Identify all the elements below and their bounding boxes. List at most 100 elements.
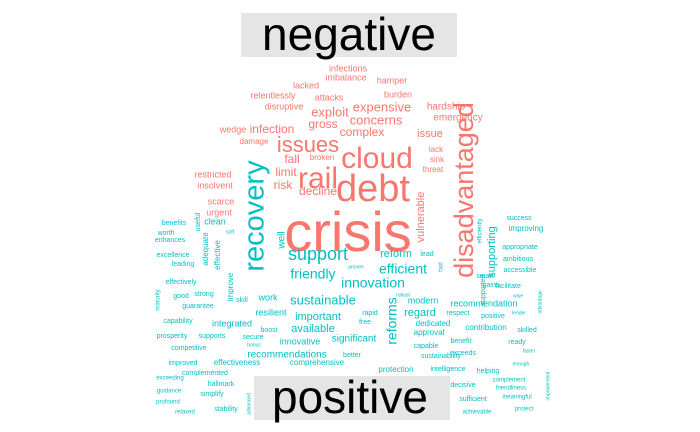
word-complement: complement <box>493 378 526 384</box>
word-contribution: contribution <box>465 323 506 332</box>
word-sufficient: sufficient <box>459 396 487 403</box>
word-lack: lack <box>429 145 444 154</box>
word-rail: rail <box>298 162 338 195</box>
word-reforms: reforms <box>384 297 400 344</box>
word-attacks: attacks <box>315 92 344 102</box>
word-supported: supported <box>480 274 487 305</box>
word-advanced: advanced <box>246 393 252 415</box>
word-skill: skill <box>236 297 248 304</box>
word-adequate: adequate <box>201 232 210 266</box>
word-efficient: efficient <box>379 261 427 277</box>
word-insolvent: insolvent <box>197 180 233 190</box>
word-sustainable: sustainable <box>290 292 356 307</box>
word-benefit: benefit <box>450 338 471 345</box>
word-integrated: integrated <box>212 318 252 328</box>
word-recovery: recovery <box>239 160 271 272</box>
word-restricted: restricted <box>194 169 231 179</box>
word-effective: effective <box>213 240 222 270</box>
negative-label-box <box>241 13 457 57</box>
word-robust: robust <box>396 292 411 298</box>
word-lender: lender <box>512 310 526 316</box>
word-facilitate: facilitate <box>495 283 521 290</box>
word-support: support <box>288 244 348 264</box>
word-leading: leading <box>172 261 195 268</box>
word-disadvantaged: disadvantaged <box>449 102 479 278</box>
word-accessible: accessible <box>504 267 537 274</box>
word-concerns: concerns <box>350 112 403 127</box>
word-maturity: maturity <box>156 289 162 310</box>
word-better: better <box>343 352 362 359</box>
word-ready: ready <box>508 339 526 346</box>
word-supporting: supporting <box>486 226 498 277</box>
negative-label: negative <box>262 8 436 60</box>
word-useful: useful <box>195 212 202 231</box>
word-exceeds: exceeds <box>450 350 477 357</box>
word-crisis: crisis <box>284 200 412 263</box>
word-regard: regard <box>404 307 436 319</box>
positive-label-box <box>254 376 450 420</box>
word-helping: helping <box>477 368 500 375</box>
word-complex: complex <box>340 125 385 139</box>
word-profound: profound <box>156 400 180 406</box>
word-exceeding: exceeding <box>156 376 183 382</box>
word-recommendation: recommendation <box>450 298 517 308</box>
word-free: free <box>359 319 371 326</box>
word-improve: improve <box>226 272 235 301</box>
word-proven: proven <box>348 264 364 270</box>
word-soft: soft <box>226 229 235 235</box>
word-hamper: hamper <box>377 75 408 85</box>
word-success: success <box>506 215 532 222</box>
word-ambitious: ambitious <box>503 256 533 263</box>
word-lead: lead <box>420 251 433 258</box>
word-expensive: expensive <box>353 99 412 114</box>
word-complemented: complemented <box>182 370 228 377</box>
word-achievable: achievable <box>463 410 492 416</box>
word-capable: capable <box>414 343 439 350</box>
word-issues: issues <box>277 132 339 157</box>
word-resilient: resilient <box>255 307 287 317</box>
word-cloud: cloud <box>341 142 413 175</box>
word-innovation: innovation <box>341 275 405 291</box>
word-appropriate: appropriate <box>502 244 538 251</box>
word-advantage: advantage <box>537 290 543 314</box>
word-wedge: wedge <box>219 124 247 134</box>
word-scarce: scarce <box>208 196 235 206</box>
word-excellence: excellence <box>156 252 189 259</box>
word-damage: damage <box>240 137 269 146</box>
word-significant: significant <box>332 334 377 345</box>
word-important: important <box>295 311 341 323</box>
word-broken: broken <box>310 153 334 162</box>
word-guarantee: guarantee <box>182 303 214 310</box>
word-capability: capability <box>163 318 193 325</box>
word-lacked: lacked <box>293 80 319 90</box>
word-protection: protection <box>378 365 413 374</box>
word-reform: reform <box>380 248 412 260</box>
word-hardship: hardship <box>427 102 466 113</box>
word-improvement: improvement <box>545 371 551 401</box>
word-intelligence: intelligence <box>430 366 465 373</box>
word-decisive: decisive <box>450 382 475 389</box>
word-burden: burden <box>384 89 412 99</box>
word-issue: issue <box>417 128 443 140</box>
word-bonus: bonus <box>247 342 261 348</box>
word-limit: limit <box>275 165 297 179</box>
word-simplify: simplify <box>200 391 224 398</box>
word-relentlessly: relentlessly <box>250 90 296 100</box>
word-meaningful: meaningful <box>502 395 531 401</box>
word-gross: gross <box>308 117 337 131</box>
word-approval: approval <box>414 328 445 337</box>
word-respect: respect <box>447 310 470 317</box>
word-effectiveness: effectiveness <box>214 358 261 367</box>
word-effectively: effectively <box>166 279 197 286</box>
word-modern: modern <box>408 295 439 305</box>
word-secure: secure <box>242 334 263 341</box>
word-clean: clean <box>204 216 226 226</box>
word-gains: gains <box>483 282 500 289</box>
word-available: available <box>291 323 334 335</box>
word-relaxed: relaxed <box>175 410 195 416</box>
word-fall: fall <box>284 152 299 166</box>
word-work: work <box>257 292 278 302</box>
word-competitive: competitive <box>171 345 207 352</box>
